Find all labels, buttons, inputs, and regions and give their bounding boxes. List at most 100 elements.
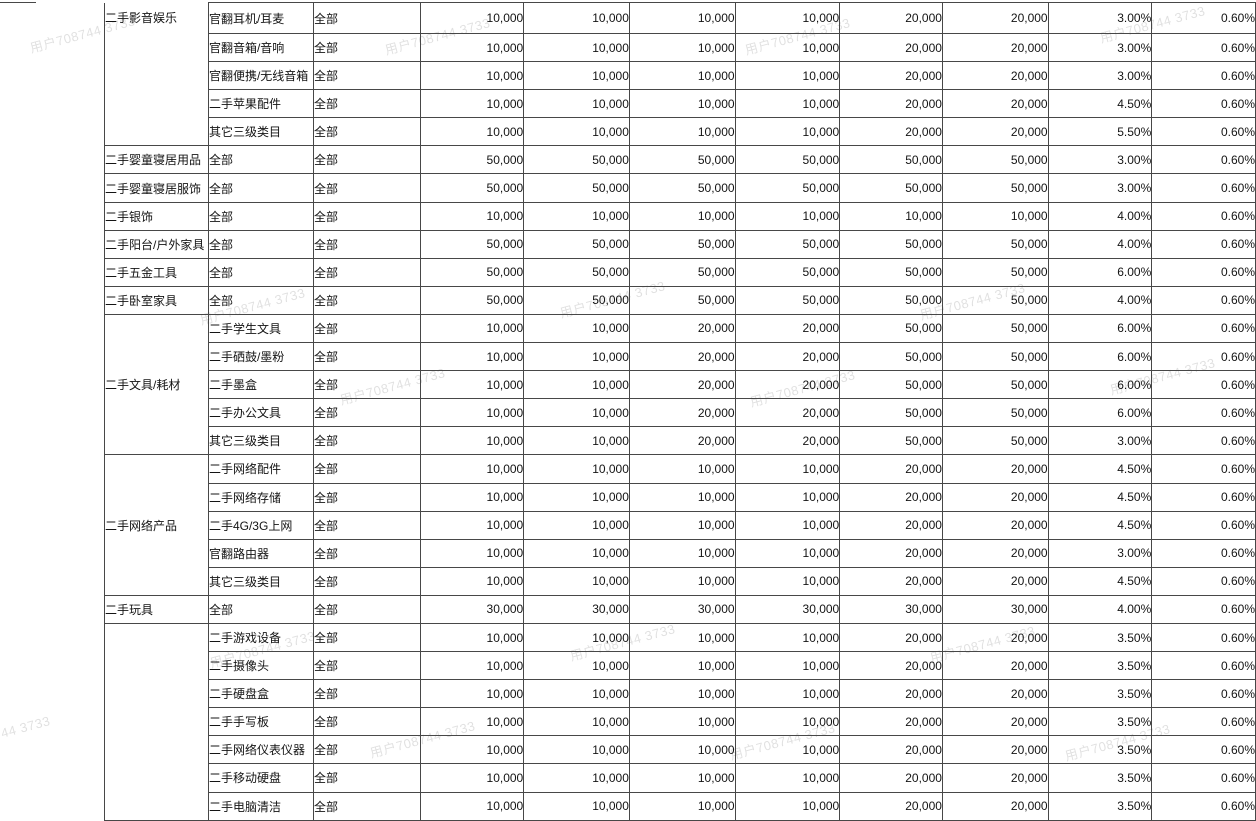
scope-cell: 全部	[312, 426, 421, 456]
value-cell: 50,000	[839, 313, 943, 344]
value-cell: 10,000	[419, 342, 525, 372]
value-cell: 50,000	[523, 285, 630, 315]
rate2-cell: 0.60%	[1151, 735, 1256, 765]
scope-cell: 全部	[312, 482, 421, 512]
scope-cell: 全部	[312, 145, 421, 175]
table-row: 官翻音箱/音响 全部 10,000 10,000 10,000 10,000 20,000 2…	[105, 32, 1256, 63]
value-cell: 20,000	[839, 735, 943, 765]
subcategory-cell: 二手手写板	[207, 707, 314, 737]
table-row: 二手玩具 全部 全部 30,000 30,000 30,000 30,000 30,000 30…	[104, 594, 1256, 624]
value-cell: 10,000	[734, 538, 841, 568]
scope-cell: 全部	[312, 285, 421, 315]
subcategory-cell: 二手苹果配件	[207, 89, 314, 119]
subcategory-cell: 其它三级类目	[207, 426, 314, 456]
rate2-cell: 0.60%	[1151, 145, 1256, 175]
value-cell: 50,000	[419, 145, 525, 175]
scope-cell: 全部	[312, 398, 421, 428]
value-cell: 50,000	[941, 398, 1049, 428]
value-cell: 10,000	[523, 426, 630, 456]
value-cell: 10,000	[523, 313, 630, 344]
value-cell: 50,000	[839, 285, 943, 315]
value-cell: 10,000	[628, 651, 736, 681]
value-cell: 20,000	[839, 61, 943, 91]
group-cell: 二手玩具	[104, 594, 209, 624]
value-cell: 20,000	[734, 426, 841, 456]
value-cell: 20,000	[628, 398, 736, 428]
value-cell: 20,000	[941, 763, 1049, 793]
value-cell: 20,000	[941, 454, 1049, 484]
group-cell: 二手五金工具	[104, 257, 209, 287]
scope-cell: 全部	[312, 538, 421, 568]
value-cell: 10,000	[628, 763, 736, 793]
value-cell: 10,000	[523, 791, 630, 821]
subcategory-cell: 二手移动硬盘	[207, 763, 314, 793]
value-cell: 50,000	[419, 257, 525, 287]
value-cell: 50,000	[734, 173, 841, 203]
scope-cell: 全部	[312, 173, 421, 203]
value-cell: 10,000	[628, 679, 736, 709]
subcategory-cell: 官翻便携/无线音箱	[207, 61, 314, 91]
rate-cell: 6.00%	[1047, 342, 1153, 372]
value-cell: 20,000	[734, 370, 841, 400]
value-cell: 10,000	[523, 61, 630, 91]
scope-cell: 全部	[312, 229, 421, 259]
value-cell: 50,000	[941, 285, 1049, 315]
value-cell: 10,000	[419, 538, 525, 568]
value-cell: 20,000	[839, 707, 943, 737]
rate-cell: 3.50%	[1047, 735, 1153, 765]
value-cell: 20,000	[941, 651, 1049, 681]
value-cell: 30,000	[839, 594, 943, 624]
rate-cell: 3.00%	[1047, 538, 1153, 568]
scope-cell: 全部	[312, 566, 421, 596]
value-cell: 10,000	[523, 651, 630, 681]
subcategory-cell: 二手墨盒	[207, 370, 314, 400]
subcategory-cell: 官翻音箱/音响	[207, 32, 314, 63]
table-row: 二手婴童寝居用品 全部 全部 50,000 50,000 50,000 50,000 50,0…	[104, 145, 1256, 175]
table-row: 二手游戏设备 全部 10,000 10,000 10,000 10,000 20,000 20…	[104, 622, 1256, 821]
rate2-cell: 0.60%	[1151, 482, 1256, 512]
value-cell: 50,000	[523, 229, 630, 259]
rate-cell: 6.00%	[1047, 257, 1153, 287]
value-cell: 10,000	[523, 482, 630, 512]
value-cell: 50,000	[523, 257, 630, 287]
group-cell: 二手婴童寝居服饰	[104, 173, 209, 203]
value-cell: 10,000	[628, 32, 736, 63]
table-row: 二手电脑清洁 全部 10,000 10,000 10,000 10,000 20,000 20…	[105, 791, 1256, 821]
value-cell: 50,000	[523, 145, 630, 175]
value-cell: 10,000	[628, 201, 736, 231]
value-cell: 10,000	[419, 370, 525, 400]
value-cell: 10,000	[734, 201, 841, 231]
value-cell: 50,000	[628, 257, 736, 287]
value-cell: 50,000	[941, 173, 1049, 203]
value-cell: 20,000	[839, 482, 943, 512]
group-cell: 二手网络产品	[104, 454, 209, 596]
rate2-cell: 0.60%	[1151, 285, 1256, 315]
scope-cell: 全部	[312, 117, 421, 147]
scope-cell: 全部	[312, 735, 421, 765]
scope-cell: 全部	[312, 763, 421, 793]
value-cell: 50,000	[628, 145, 736, 175]
table-row: 二手4G/3G上网 全部 10,000 10,000 10,000 10,000 20,00…	[105, 510, 1256, 540]
value-cell: 50,000	[419, 173, 525, 203]
value-cell: 20,000	[734, 313, 841, 344]
value-cell: 20,000	[941, 538, 1049, 568]
rate2-cell: 0.60%	[1151, 763, 1256, 793]
value-cell: 10,000	[523, 89, 630, 119]
value-cell: 50,000	[628, 229, 736, 259]
table-row: 二手网络产品 二手网络配件 全部 10,000 10,000 10,000 10,000 20…	[104, 454, 1256, 596]
value-cell: 10,000	[734, 679, 841, 709]
value-cell: 20,000	[839, 651, 943, 681]
value-cell: 50,000	[941, 313, 1049, 344]
value-cell: 20,000	[839, 454, 943, 484]
rate-cell: 4.00%	[1047, 201, 1153, 231]
value-cell: 10,000	[628, 707, 736, 737]
rate2-cell: 0.60%	[1151, 173, 1256, 203]
value-cell: 10,000	[628, 117, 736, 147]
value-cell: 20,000	[941, 679, 1049, 709]
value-cell: 10,000	[628, 566, 736, 596]
value-cell: 10,000	[523, 679, 630, 709]
scope-cell: 全部	[312, 89, 421, 119]
table-row: 二手阳台/户外家具 全部 全部 50,000 50,000 50,000 50,000 50,…	[104, 229, 1256, 259]
value-cell: 10,000	[734, 735, 841, 765]
table-row: 二手办公文具 全部 10,000 10,000 20,000 20,000 50,000 50…	[105, 398, 1256, 428]
